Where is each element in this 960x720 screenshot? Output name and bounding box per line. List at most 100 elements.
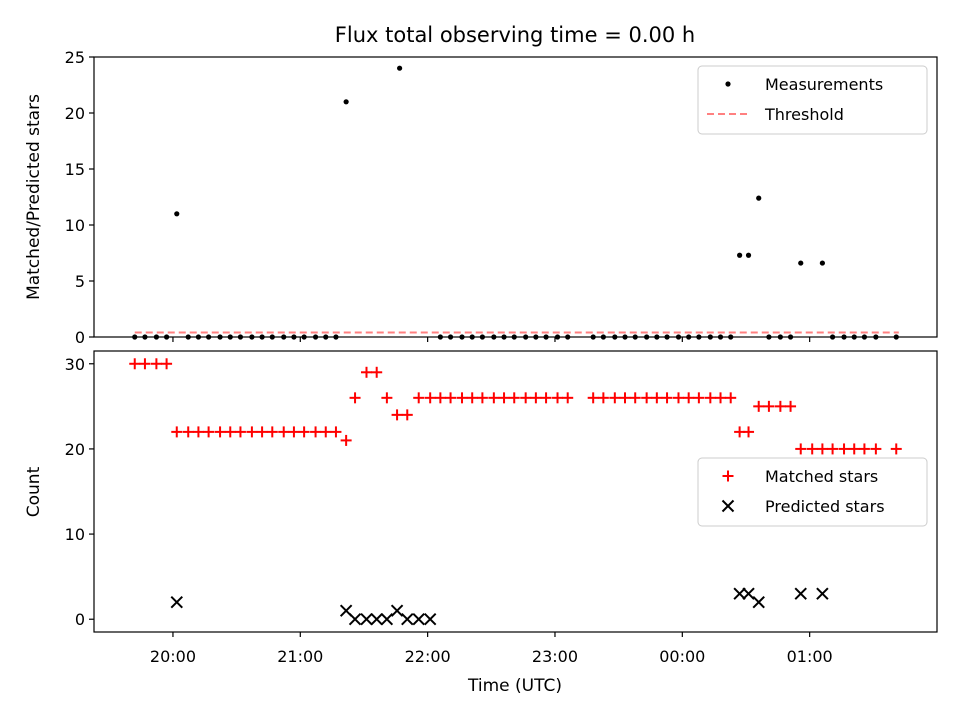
matched-star-marker [330,426,342,438]
measurement-point [437,334,443,340]
matched-star-marker [381,392,393,404]
measurement-point [717,334,724,340]
matched-star-marker [609,392,621,404]
matched-star-marker [619,392,631,404]
legend: Matched stars Predicted stars [697,457,928,527]
legend-label: Predicted stars [765,497,885,516]
measurement-point [819,260,825,266]
x-tick-label: 22:00 [405,647,451,666]
y-tick-label: 20 [65,104,85,123]
predicted-star-marker [816,587,829,600]
predicted-star-marker [794,587,807,600]
x-stroke-b [401,613,414,626]
measurement-point [664,334,670,340]
x-stroke-b [423,613,437,626]
measurement-point [686,334,692,340]
matched-star-marker [848,443,860,455]
measurement-point [851,334,857,340]
measurement-point [632,334,638,340]
matched-star-marker [858,443,870,455]
predicted-star-marker [390,604,404,617]
matched-star-marker [552,392,564,404]
measurement-point [841,334,847,340]
x-stroke-b [380,613,394,626]
matched-star-marker [651,392,663,404]
matched-star-marker [434,392,446,404]
x-tick-label: 20:00 [150,647,196,666]
matched-star-marker [704,392,716,404]
matched-star-marker [320,426,332,438]
matched-star-marker [530,392,542,404]
predicted-star-marker [348,613,362,626]
predicted-star-marker [423,613,437,626]
matched-star-marker [192,426,204,438]
matched-star-marker [150,358,162,370]
y-tick-label: 0 [75,610,85,629]
measurement-point [523,334,529,340]
matched-star-marker [763,400,775,412]
matched-star-marker [139,358,151,370]
matched-star-marker [298,426,310,438]
matched-star-marker [278,426,290,438]
measurement-point [565,334,571,340]
measurement-point [469,334,475,340]
matched-star-marker [445,392,457,404]
measurement-point [612,334,618,340]
measurement-point [447,334,454,340]
x-stroke-b [339,604,353,617]
matched-star-marker [424,392,436,404]
measurement-point [153,334,159,340]
matched-star-marker [401,409,413,421]
matched-star-marker [466,392,478,404]
measurement-point [227,334,233,340]
predicted-star-marker [733,587,746,600]
measurement-point [787,334,794,340]
measurement-point [893,334,899,340]
matched-star-marker [562,392,574,404]
x-axis-label: Time (UTC) [467,676,562,696]
matched-star-marker [488,392,500,404]
measurement-point [174,211,180,217]
matched-star-marker [161,358,173,370]
x-stroke-b [348,613,362,626]
measurement-point [798,260,804,266]
x-stroke-b [794,587,807,600]
matched-star-marker [743,426,755,438]
legend-box [697,457,928,527]
matched-star-marker [890,443,902,455]
matched-star-marker [234,426,246,438]
measurement-point [343,99,349,105]
predicted-star-marker [742,587,755,600]
measurement-point [600,334,606,340]
legend-x-icon-b [721,499,735,513]
predicted-star-marker [170,595,183,609]
y-tick-label: 30 [65,355,85,374]
measurement-point [259,334,265,340]
matched-star-marker [774,400,786,412]
matched-star-marker [827,443,839,455]
measurement-point [206,334,212,340]
y-tick-label: 25 [65,48,85,67]
matched-star-marker [725,392,737,404]
measurement-point [873,334,879,340]
matched-star-marker [498,392,510,404]
x-stroke-b [412,613,425,626]
legend-label: Matched stars [765,467,878,486]
matched-star-marker [672,392,684,404]
matched-star-marker [203,426,215,438]
legend: Measurements Threshold [697,65,928,135]
matched-star-marker [816,443,828,455]
measurement-point [756,195,762,201]
measurement-point [195,334,202,340]
measurement-point [249,334,255,340]
matched-star-marker [838,443,850,455]
bottom-y-axis-label: Count [24,466,44,517]
matched-star-marker [349,392,361,404]
matched-star-marker [391,409,403,421]
x-stroke-b [170,595,183,609]
matched-star-marker [224,426,236,438]
measurement-point [861,334,868,340]
matched-star-marker [256,426,268,438]
predicted-star-marker [412,613,425,626]
